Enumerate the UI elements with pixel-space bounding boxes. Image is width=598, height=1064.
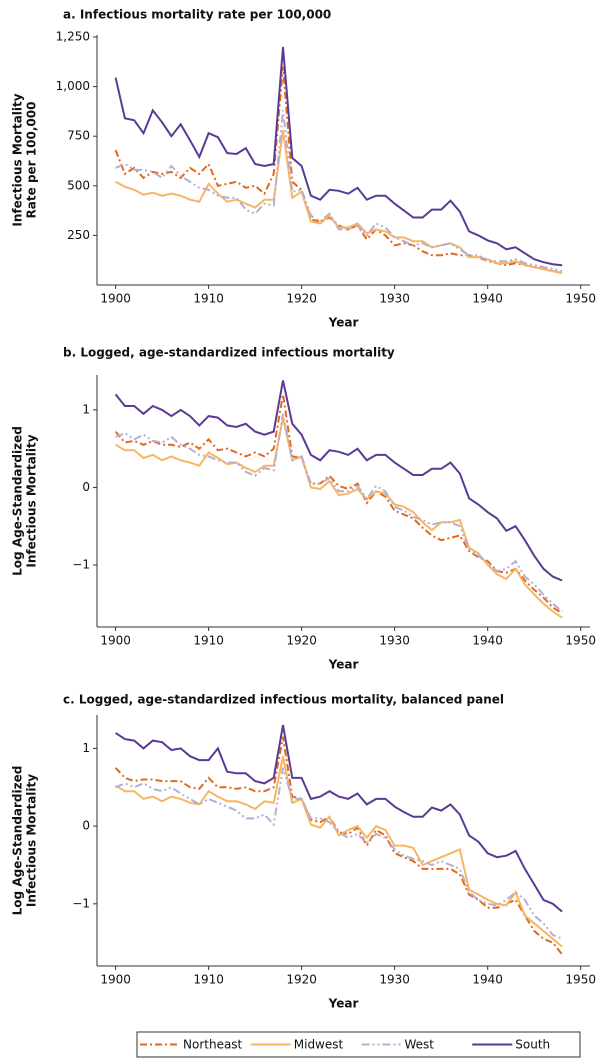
legend-label: South	[515, 1038, 550, 1052]
series-line	[115, 417, 563, 619]
series-line	[115, 767, 563, 940]
y-tick-label: 1	[82, 741, 90, 755]
x-tick-label: 1900	[100, 634, 131, 648]
x-tick-label: 1900	[100, 292, 131, 306]
series-line	[115, 724, 563, 913]
series-line	[114, 380, 563, 582]
y-tick-label: 0	[82, 819, 90, 833]
y-tick-label: −1	[72, 557, 90, 571]
y-axis-title: Rate per 100,000	[25, 102, 39, 219]
x-tick-label: 1920	[286, 634, 317, 648]
x-tick-label: 1950	[565, 973, 596, 987]
legend-label: Midwest	[294, 1038, 344, 1052]
y-axis-title: Infectious Mortality	[25, 434, 39, 567]
x-tick-label: 1910	[193, 634, 224, 648]
series-line	[114, 46, 563, 267]
y-tick-label: 750	[67, 129, 90, 143]
y-axis-title: Log Age-Standardized	[11, 766, 25, 916]
x-axis-title: Year	[328, 997, 359, 1011]
x-tick-label: 1930	[379, 634, 410, 648]
series-line	[115, 110, 563, 273]
y-tick-label: 250	[67, 228, 90, 242]
y-axis-title: Infectious Mortality	[25, 774, 39, 907]
series-line	[115, 130, 563, 275]
x-tick-label: 1950	[565, 292, 596, 306]
y-axis-title: Infectious Mortality	[11, 93, 25, 226]
x-axis-title: Year	[328, 316, 359, 330]
series-line	[114, 394, 563, 614]
chart-title: a. Infectious mortality rate per 100,000	[63, 8, 331, 22]
y-tick-label: −1	[72, 896, 90, 910]
x-tick-label: 1900	[100, 973, 131, 987]
x-tick-label: 1910	[193, 973, 224, 987]
x-tick-label: 1940	[472, 292, 503, 306]
series-line	[114, 736, 563, 955]
x-tick-label: 1940	[472, 973, 503, 987]
legend-label: West	[405, 1038, 435, 1052]
y-axis-title: Log Age-Standardized	[11, 426, 25, 576]
y-tick-label: 1,250	[56, 29, 90, 43]
chart-title: b. Logged, age-standardized infectious m…	[63, 346, 395, 360]
series-line	[115, 756, 563, 948]
legend-label: Northeast	[183, 1038, 243, 1052]
chart-title: c. Logged, age-standardized infectious m…	[63, 693, 504, 707]
x-axis-title: Year	[328, 658, 359, 672]
x-tick-label: 1940	[472, 634, 503, 648]
y-tick-label: 1	[82, 402, 90, 416]
y-tick-label: 500	[67, 178, 90, 192]
series-line	[114, 66, 563, 275]
x-tick-label: 1920	[286, 973, 317, 987]
x-tick-label: 1950	[565, 634, 596, 648]
x-tick-label: 1930	[379, 973, 410, 987]
y-tick-label: 1,000	[56, 79, 90, 93]
x-tick-label: 1920	[286, 292, 317, 306]
x-tick-label: 1910	[193, 292, 224, 306]
y-tick-label: 0	[82, 480, 90, 494]
series-line	[115, 413, 563, 613]
x-tick-label: 1930	[379, 292, 410, 306]
